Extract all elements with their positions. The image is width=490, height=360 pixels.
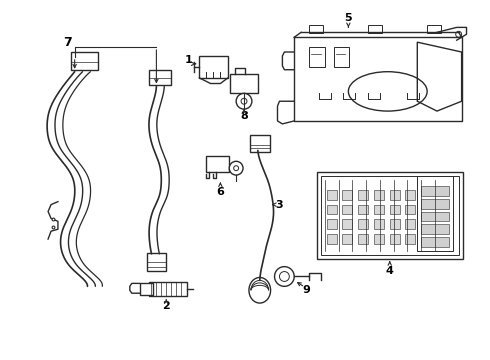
Bar (321, 176, 459, 255)
Bar (309, 26, 323, 33)
Bar (437, 234, 447, 244)
Bar (147, 253, 166, 271)
Bar (390, 190, 399, 200)
Text: 7: 7 (63, 36, 72, 49)
Bar (374, 219, 384, 229)
Bar (199, 56, 228, 78)
Text: 6: 6 (217, 187, 224, 197)
Bar (406, 219, 416, 229)
Text: 3: 3 (276, 199, 283, 210)
Text: 5: 5 (344, 13, 352, 23)
Bar (421, 234, 431, 244)
Bar (421, 212, 449, 221)
Bar (343, 234, 352, 244)
Bar (421, 237, 449, 247)
Bar (250, 135, 270, 152)
Bar (343, 204, 352, 215)
Circle shape (229, 161, 243, 175)
Bar (230, 74, 258, 93)
Text: 8: 8 (240, 111, 248, 121)
Bar (368, 26, 382, 33)
Bar (437, 190, 447, 200)
Bar (358, 234, 368, 244)
Bar (327, 219, 337, 229)
Bar (327, 234, 337, 244)
Bar (427, 26, 441, 33)
Circle shape (234, 166, 239, 171)
Ellipse shape (249, 278, 270, 303)
Bar (71, 52, 98, 70)
Bar (358, 204, 368, 215)
Bar (343, 219, 352, 229)
Bar (327, 190, 337, 200)
Bar (358, 219, 368, 229)
Bar (334, 47, 349, 67)
Bar (317, 172, 463, 259)
Bar (343, 190, 352, 200)
Bar (421, 186, 449, 196)
Bar (140, 283, 153, 295)
Text: 1: 1 (185, 55, 193, 65)
Text: 2: 2 (162, 301, 170, 311)
Bar (374, 204, 384, 215)
Circle shape (274, 267, 294, 286)
Circle shape (236, 93, 252, 109)
Bar (390, 219, 399, 229)
Bar (206, 156, 229, 172)
Bar (417, 176, 453, 251)
Bar (421, 224, 449, 234)
Bar (374, 234, 384, 244)
Bar (374, 190, 384, 200)
Bar (149, 70, 171, 85)
Bar (309, 47, 325, 67)
Bar (437, 204, 447, 215)
Bar (437, 219, 447, 229)
Bar (390, 234, 399, 244)
Bar (421, 204, 431, 215)
Bar (421, 219, 431, 229)
Bar (327, 204, 337, 215)
Ellipse shape (348, 72, 427, 111)
Bar (390, 204, 399, 215)
Bar (406, 204, 416, 215)
Circle shape (241, 98, 247, 104)
Bar (358, 190, 368, 200)
Bar (421, 199, 449, 208)
Text: 9: 9 (302, 285, 310, 295)
Text: 4: 4 (386, 266, 393, 276)
Bar (406, 234, 416, 244)
Bar (149, 282, 187, 296)
Bar (406, 190, 416, 200)
Bar (421, 190, 431, 200)
Circle shape (279, 271, 289, 282)
Circle shape (456, 31, 462, 37)
